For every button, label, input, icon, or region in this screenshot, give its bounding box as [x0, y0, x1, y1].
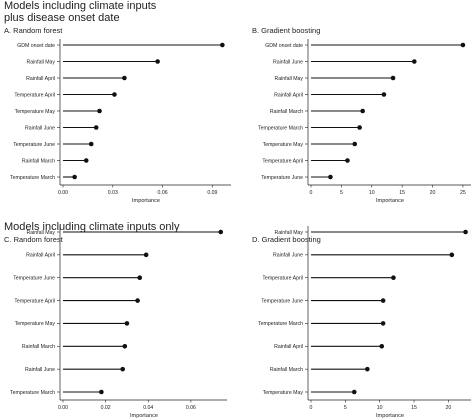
panel-1-point — [357, 125, 362, 130]
panel-0-x-tick-label: 0.00 — [58, 190, 68, 196]
panel-3-point — [391, 275, 396, 281]
panel-2-y-tick-label: Temperature April — [14, 298, 55, 304]
panel-1-x-axis-label: Importance — [376, 198, 404, 204]
panel-3-x-axis-label: Importance — [376, 413, 404, 419]
panel-3-y-tick-label: Rainfall June — [273, 253, 303, 259]
panel-2-x-axis-label: Importance — [130, 413, 158, 419]
panel-3-y-tick-label: Temperature May — [263, 390, 304, 396]
panel-0-y-tick-label: Rainfall March — [22, 158, 55, 164]
panel-2-x-tick-label: 0.00 — [58, 405, 68, 411]
panel-3-y-tick-label: Temperature April — [262, 276, 303, 282]
panel-0-point — [220, 42, 225, 48]
panel-2-y-tick-label: Rainfall May — [26, 230, 55, 236]
panel-1-x-tick-label: 20 — [430, 190, 436, 196]
panel-3-point — [379, 343, 385, 349]
panel-3-point — [463, 229, 468, 235]
panel-2-point — [99, 389, 104, 395]
panel-1-x-tick-label: 5 — [340, 190, 343, 196]
panel-3-x-tick-label: 15 — [411, 405, 417, 411]
panel-2-y-tick-label: Rainfall June — [25, 367, 55, 373]
panel-2-x-tick-label: 0.06 — [186, 405, 196, 411]
panel-1-x-tick-label: 15 — [399, 190, 405, 196]
panel-3-y-tick-label: Rainfall May — [274, 230, 303, 236]
panel-1-point — [412, 59, 417, 64]
panel-2-point — [124, 321, 130, 326]
panel-2-point — [120, 366, 125, 372]
panel-0-point — [83, 158, 89, 163]
panel-1-y-tick-label: Rainfall May — [274, 76, 303, 82]
panel-2-y-tick-label: Rainfall March — [22, 344, 55, 350]
panel-title-b: B. Gradient boosting — [252, 26, 321, 35]
panel-1-y-tick-label: Temperature June — [261, 175, 303, 181]
panel-0-x-tick-label: 0.03 — [108, 190, 118, 196]
panel-0-point — [88, 141, 94, 147]
panel-0-y-tick-label: Temperature May — [15, 109, 56, 115]
panel-2-x-tick-label: 0.02 — [101, 405, 111, 411]
panel-2-point — [137, 275, 143, 281]
panel-3-x-tick-label: 10 — [377, 405, 383, 411]
panel-2-y-tick-label: Temperature May — [15, 321, 56, 327]
section-title-climate-plus-onset: Models including climate inputs plus dis… — [4, 0, 157, 24]
panel-3-point — [380, 298, 386, 303]
panel-0-point — [93, 125, 99, 130]
panel-1-point — [460, 42, 466, 48]
panel-1-point — [381, 92, 387, 97]
panel-0-point — [97, 108, 102, 114]
panel-3-point — [365, 366, 370, 372]
panel-0-x-tick-label: 0.09 — [207, 190, 217, 196]
panel-1-y-tick-label: GDM onset date — [265, 43, 303, 49]
panel-1-point — [390, 75, 396, 81]
panel-3-point — [449, 252, 455, 258]
panel-1-x-tick-label: 0 — [310, 190, 313, 196]
panel-2-point — [135, 298, 140, 303]
panel-0-y-tick-label: Temperature March — [10, 175, 55, 181]
panel-2-y-tick-label: Temperature June — [13, 276, 55, 282]
panel-0-point — [155, 59, 160, 64]
panel-0-y-tick-label: Temperature April — [14, 92, 55, 98]
panel-1-point — [328, 174, 333, 180]
panel-1-y-tick-label: Temperature April — [262, 158, 303, 164]
panel-1-y-tick-label: Rainfall March — [270, 109, 303, 115]
panel-title-a: A. Random forest — [4, 26, 63, 35]
panel-1-y-tick-label: Rainfall April — [274, 92, 303, 98]
panel-0-point — [122, 75, 127, 81]
panel-2-y-tick-label: Rainfall April — [26, 253, 55, 259]
panel-0-y-tick-label: Rainfall June — [25, 125, 55, 131]
panel-0-y-tick-label: GDM onset date — [17, 43, 55, 49]
panel-title-d: D. Gradient boosting — [252, 235, 321, 244]
panel-3-x-tick-label: 0 — [310, 405, 313, 411]
panel-0-y-tick-label: Rainfall May — [26, 59, 55, 65]
panel-2-point — [218, 229, 224, 235]
section-title-climate-only: Models including climate inputs only — [4, 221, 180, 233]
panel-1-point — [345, 158, 350, 163]
panel-0-point — [72, 174, 77, 180]
panel-0-x-axis-label: Importance — [132, 198, 160, 204]
panel-2-x-tick-label: 0.04 — [143, 405, 153, 411]
panel-3-x-tick-label: 5 — [344, 405, 347, 411]
panel-1-x-tick-label: 10 — [369, 190, 375, 196]
panel-3-y-tick-label: Temperature March — [258, 321, 303, 327]
panel-0-y-tick-label: Rainfall April — [26, 76, 55, 82]
panel-1-x-tick-label: 25 — [460, 190, 466, 196]
panel-3-point — [351, 389, 357, 395]
panel-title-c: C. Random forest — [4, 235, 63, 244]
panel-0-point — [112, 92, 117, 97]
panel-1-y-tick-label: Rainfall June — [273, 59, 303, 65]
panel-0-y-tick-label: Temperature June — [13, 142, 55, 148]
panel-3-y-tick-label: Rainfall March — [270, 367, 303, 373]
panel-3-y-tick-label: Rainfall April — [274, 344, 303, 350]
panel-3-x-tick-label: 20 — [446, 405, 452, 411]
panel-3-point — [380, 321, 386, 326]
panel-1-point — [360, 108, 365, 114]
panel-2-point — [143, 252, 149, 258]
panel-1-y-tick-label: Temperature March — [258, 125, 303, 131]
panel-1-point — [352, 141, 358, 147]
panel-0-x-tick-label: 0.06 — [158, 190, 168, 196]
panel-1-y-tick-label: Temperature May — [263, 142, 304, 148]
panel-2-point — [122, 343, 128, 349]
panel-3-y-tick-label: Temperature June — [261, 298, 303, 304]
panel-2-y-tick-label: Temperature March — [10, 390, 55, 396]
